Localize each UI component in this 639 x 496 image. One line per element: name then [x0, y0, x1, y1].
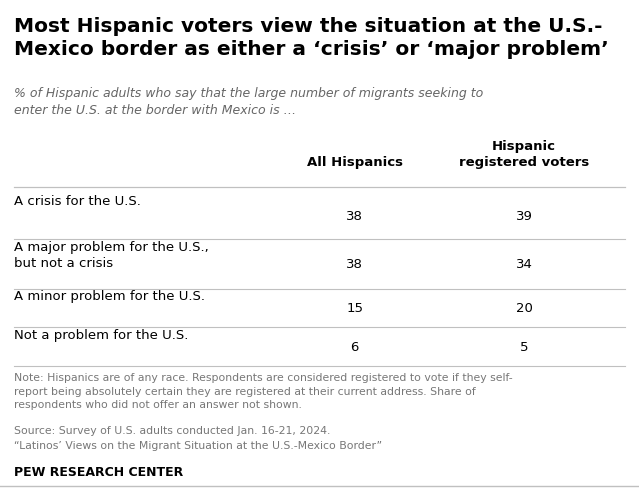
Text: Not a problem for the U.S.: Not a problem for the U.S.: [14, 329, 189, 342]
Text: Hispanic
registered voters: Hispanic registered voters: [459, 140, 589, 169]
Text: Most Hispanic voters view the situation at the U.S.-
Mexico border as either a ‘: Most Hispanic voters view the situation …: [14, 17, 609, 59]
Text: All Hispanics: All Hispanics: [307, 156, 403, 169]
Text: 5: 5: [520, 341, 528, 354]
Text: A crisis for the U.S.: A crisis for the U.S.: [14, 195, 141, 208]
Text: 39: 39: [516, 210, 532, 224]
Text: A minor problem for the U.S.: A minor problem for the U.S.: [14, 290, 205, 303]
Text: 38: 38: [346, 210, 363, 224]
Text: Note: Hispanics are of any race. Respondents are considered registered to vote i: Note: Hispanics are of any race. Respond…: [14, 373, 512, 410]
Text: “Latinos’ Views on the Migrant Situation at the U.S.-Mexico Border”: “Latinos’ Views on the Migrant Situation…: [14, 441, 382, 451]
Text: 15: 15: [346, 302, 363, 315]
Text: A major problem for the U.S.,
but not a crisis: A major problem for the U.S., but not a …: [14, 241, 209, 269]
Text: 20: 20: [516, 302, 532, 315]
Text: Source: Survey of U.S. adults conducted Jan. 16-21, 2024.: Source: Survey of U.S. adults conducted …: [14, 426, 330, 436]
Text: 34: 34: [516, 258, 532, 271]
Text: 38: 38: [346, 258, 363, 271]
Text: PEW RESEARCH CENTER: PEW RESEARCH CENTER: [14, 466, 183, 479]
Text: 6: 6: [350, 341, 359, 354]
Text: % of Hispanic adults who say that the large number of migrants seeking to
enter : % of Hispanic adults who say that the la…: [14, 87, 483, 117]
